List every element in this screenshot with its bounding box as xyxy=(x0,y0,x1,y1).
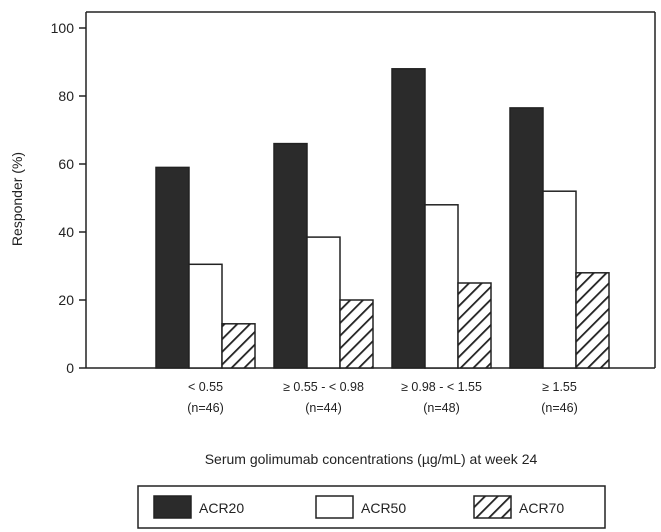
legend-box xyxy=(137,485,606,529)
x-tick-label-n: (n=44) xyxy=(305,401,341,415)
x-tick-label: < 0.55 xyxy=(188,380,223,394)
legend-label-acr20: ACR20 xyxy=(199,500,244,516)
x-tick-label-n: (n=46) xyxy=(187,401,223,415)
bar-acr50 xyxy=(306,236,341,369)
y-tick-label: 20 xyxy=(58,292,74,308)
bar-acr70 xyxy=(339,299,374,369)
y-tick-label: 60 xyxy=(58,156,74,172)
y-tick-label: 0 xyxy=(66,360,74,376)
x-tick-label: ≥ 1.55 xyxy=(542,380,577,394)
bar-acr20 xyxy=(509,107,544,369)
bar-acr50 xyxy=(188,263,223,369)
bar-acr70 xyxy=(575,272,610,369)
legend-swatch-acr70 xyxy=(473,495,512,519)
x-axis-label: Serum golimumab concentrations (µg/mL) a… xyxy=(205,451,538,467)
y-axis-label: Responder (%) xyxy=(9,152,25,246)
x-tick-label-n: (n=46) xyxy=(541,401,577,415)
y-tick-label: 80 xyxy=(58,88,74,104)
x-tick-label-n: (n=48) xyxy=(423,401,459,415)
legend-label-acr70: ACR70 xyxy=(519,500,564,516)
y-tick-label: 100 xyxy=(51,20,75,36)
bars xyxy=(155,68,610,369)
legend-label-acr50: ACR50 xyxy=(361,500,406,516)
bar-acr50 xyxy=(542,190,577,369)
bar-acr50 xyxy=(424,204,459,369)
y-tick-label: 40 xyxy=(58,224,74,240)
bar-acr20 xyxy=(155,166,190,369)
legend-swatch-acr20 xyxy=(153,495,192,519)
bar-acr20 xyxy=(391,68,426,369)
bar-acr70 xyxy=(221,323,256,369)
x-tick-label: ≥ 0.98 - < 1.55 xyxy=(401,380,482,394)
y-axis-ticks: 0 20 40 60 80 100 xyxy=(51,20,86,376)
bar-acr20 xyxy=(273,142,308,369)
legend: ACR20 ACR50 ACR70 xyxy=(137,485,606,529)
legend-swatch-acr50 xyxy=(315,495,354,519)
x-axis-tick-labels: < 0.55 (n=46) ≥ 0.55 - < 0.98 (n=44) ≥ 0.98 … xyxy=(187,380,577,415)
x-tick-label: ≥ 0.55 - < 0.98 xyxy=(283,380,364,394)
bar-acr70 xyxy=(457,282,492,369)
